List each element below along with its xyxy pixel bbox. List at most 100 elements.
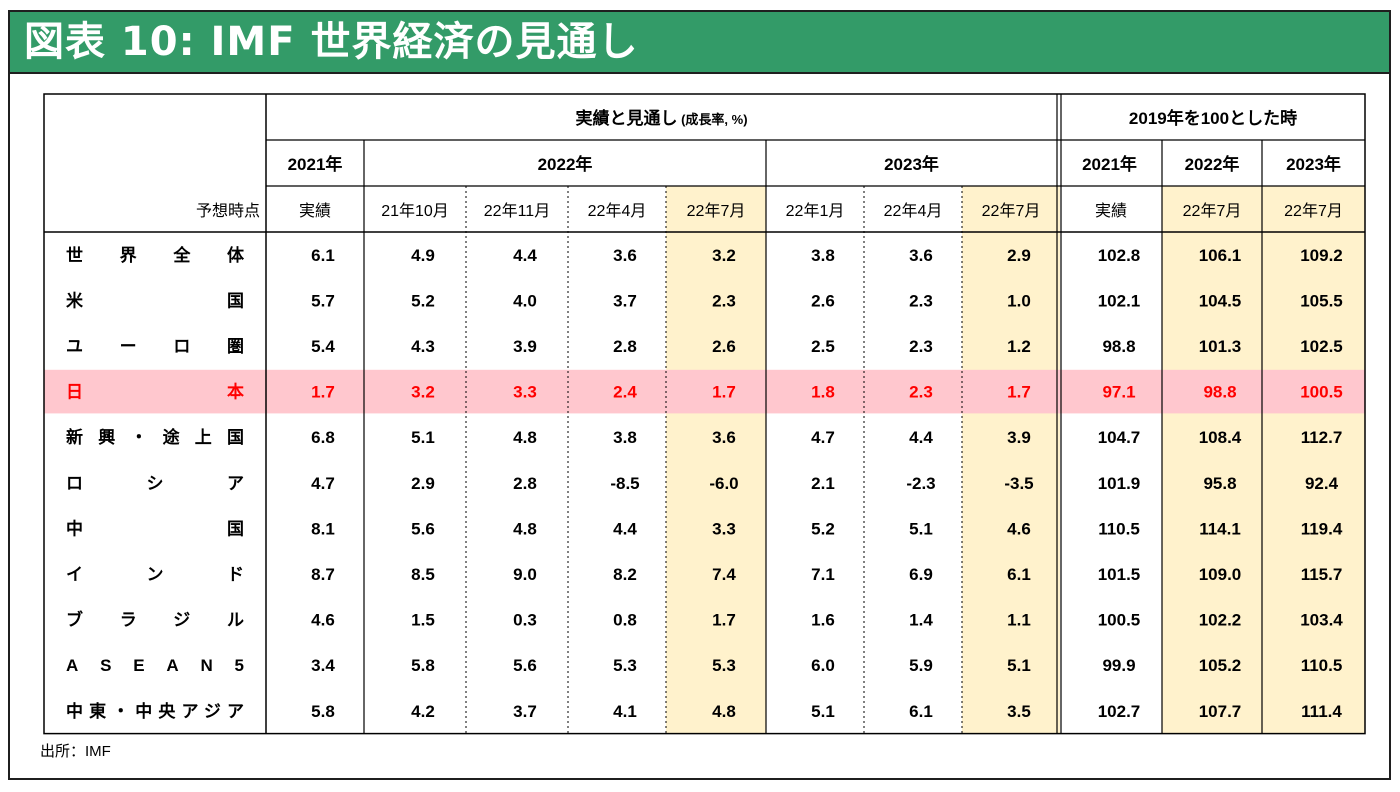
table-cell: 112.7: [1301, 428, 1343, 447]
page-title: 図表 10: IMF 世界経済の見通し: [24, 19, 639, 65]
table-cell: 5.3: [613, 656, 637, 675]
table-cell: 5.1: [1007, 656, 1031, 675]
table-cell: 3.2: [712, 246, 736, 265]
table-cell: 9.0: [513, 565, 537, 584]
table-cell: 4.1: [613, 702, 637, 721]
table-cell: -6.0: [709, 474, 738, 493]
table-cell: 2.6: [811, 291, 835, 310]
table-cell: 6.0: [811, 656, 835, 675]
table-cell: 3.4: [311, 656, 335, 675]
table-cell: 4.2: [411, 702, 435, 721]
table-cell: 5.1: [909, 519, 933, 538]
highlight-column: [962, 186, 1060, 734]
column-header: 22年4月: [588, 202, 647, 220]
table-cell: 4.6: [311, 611, 335, 630]
table-cell: 3.3: [513, 383, 537, 402]
table-cell: 100.5: [1098, 611, 1141, 630]
table-cell: 1.7: [1007, 383, 1031, 402]
table-cell: 1.0: [1007, 291, 1031, 310]
table-cell: 8.2: [613, 565, 637, 584]
table-cell: 1.8: [811, 383, 835, 402]
column-header: 実績: [1095, 202, 1127, 220]
row-label: 新興・途上国: [66, 427, 244, 447]
column-header: 22年7月: [982, 202, 1041, 220]
table-cell: 5.2: [411, 291, 435, 310]
column-header: 21年10月: [381, 202, 449, 220]
table-cell: 101.9: [1098, 474, 1141, 493]
table-cell: 5.4: [311, 337, 335, 356]
table-cell: 104.7: [1098, 428, 1141, 447]
year-header: 2023年: [1286, 154, 1341, 174]
table-cell: 110.5: [1098, 519, 1140, 538]
table-cell: 114.1: [1199, 519, 1241, 538]
table-cell: 0.8: [613, 611, 637, 630]
table-cell: 3.6: [712, 428, 736, 447]
table-cell: 102.7: [1098, 702, 1141, 721]
row-label: 米国: [66, 290, 244, 310]
table-cell: 2.4: [613, 383, 637, 402]
table-cell: 108.4: [1199, 428, 1242, 447]
table-cell: 5.3: [712, 656, 736, 675]
table-cell: 6.1: [311, 246, 335, 265]
table-cell: 4.4: [613, 519, 637, 538]
table-cell: 102.5: [1300, 337, 1343, 356]
table-cell: 106.1: [1199, 246, 1242, 265]
table-cell: 92.4: [1305, 474, 1339, 493]
year-header: 2023年: [884, 154, 939, 174]
table-cell: 101.3: [1199, 337, 1242, 356]
table-cell: 4.7: [811, 428, 835, 447]
table-cell: 4.4: [909, 428, 933, 447]
row-label: ASEAN5: [66, 656, 244, 675]
table-cell: 109.0: [1199, 565, 1242, 584]
table-cell: 2.3: [909, 383, 933, 402]
table-cell: 1.5: [411, 611, 435, 630]
table-cell: 3.9: [1007, 428, 1031, 447]
japan-row-highlight: [44, 369, 1365, 414]
table-cell: 102.1: [1098, 291, 1141, 310]
year-header: 2021年: [288, 154, 343, 174]
table-cell: 95.8: [1203, 474, 1236, 493]
year-header: 2022年: [538, 154, 593, 174]
table-cell: 100.5: [1300, 383, 1343, 402]
table-cell: 4.3: [411, 337, 435, 356]
row-label: ロシア: [66, 474, 244, 493]
table-cell: 3.7: [513, 702, 537, 721]
source-note: 出所：IMF: [40, 743, 111, 760]
column-header: 22年11月: [484, 202, 550, 220]
table-cell: 2.8: [613, 337, 637, 356]
table-cell: 98.8: [1102, 337, 1135, 356]
table-cell: 2.3: [712, 291, 736, 310]
table-cell: 3.6: [613, 246, 637, 265]
table-cell: 1.7: [712, 383, 736, 402]
table-cell: 119.4: [1301, 519, 1343, 538]
highlight-column: [1262, 186, 1365, 734]
table-cell: 2.3: [909, 291, 933, 310]
table-cell: 3.6: [909, 246, 933, 265]
table-cell: 5.1: [411, 428, 435, 447]
table-cell: 5.1: [811, 702, 835, 721]
row-label: 中国: [66, 518, 244, 538]
column-header: 22年7月: [1183, 202, 1242, 220]
table-cell: 2.9: [1007, 246, 1031, 265]
table-cell: 3.5: [1007, 702, 1031, 721]
column-header: 22年7月: [1284, 202, 1343, 220]
table-cell: 3.8: [811, 246, 835, 265]
table-cell: 5.7: [311, 291, 335, 310]
table-cell: 0.3: [513, 611, 537, 630]
table-cell: 110.5: [1301, 656, 1343, 675]
table-cell: 5.2: [811, 519, 835, 538]
table-cell: 99.9: [1102, 656, 1135, 675]
table-cell: 104.5: [1199, 291, 1242, 310]
table-cell: 102.8: [1098, 246, 1141, 265]
table-cell: 4.0: [513, 291, 537, 310]
table-cell: 7.4: [712, 565, 736, 584]
table-cell: 5.6: [513, 656, 537, 675]
table-cell: 8.5: [411, 565, 435, 584]
group-header-outlook: 実績と見通し (成長率, %): [575, 108, 747, 128]
table-cell: 111.4: [1301, 702, 1342, 721]
table-cell: 4.6: [1007, 519, 1031, 538]
table-cell: 105.2: [1199, 656, 1242, 675]
table-cell: 109.2: [1300, 246, 1343, 265]
table-cell: 7.1: [811, 565, 835, 584]
